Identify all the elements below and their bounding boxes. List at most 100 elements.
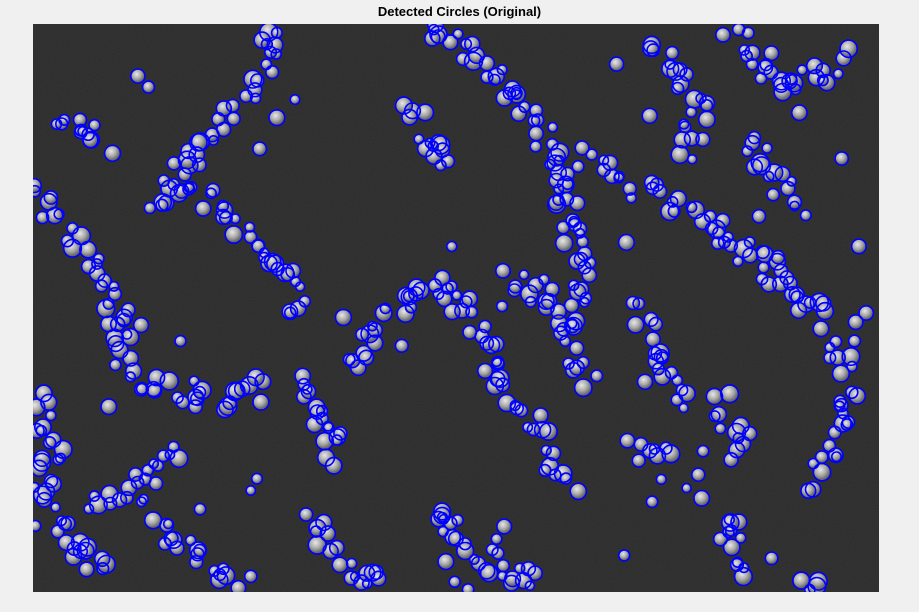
detected-circle xyxy=(35,210,50,225)
cell-blob xyxy=(833,366,849,382)
detected-circle xyxy=(724,524,738,537)
cell-blob xyxy=(333,558,347,572)
image-axes xyxy=(33,24,879,592)
cell-blob xyxy=(528,566,542,580)
detected-circle xyxy=(772,275,789,293)
cell-blob xyxy=(571,484,586,499)
cell-blob xyxy=(610,57,623,71)
detected-circle xyxy=(441,154,456,169)
detected-circle xyxy=(617,233,636,252)
detected-circle xyxy=(366,320,378,332)
detected-circle xyxy=(479,563,499,583)
cell-blob xyxy=(37,212,48,223)
cell-blob xyxy=(698,446,709,457)
cell-blob xyxy=(64,240,81,257)
detected-circle xyxy=(760,276,778,293)
detected-circle xyxy=(315,513,333,532)
detected-circle xyxy=(685,201,698,214)
cell-blob xyxy=(44,437,56,449)
cell-blob xyxy=(619,235,634,250)
cell-blob xyxy=(158,175,169,186)
cell-blob xyxy=(575,141,589,155)
detected-circle xyxy=(322,542,339,560)
detected-circle xyxy=(685,106,698,118)
cell-blob xyxy=(791,303,806,318)
detected-circle xyxy=(366,334,384,352)
detected-circle xyxy=(379,302,392,315)
detected-circle xyxy=(93,252,105,265)
detected-circle xyxy=(576,355,590,370)
detected-circle xyxy=(744,44,761,61)
detected-circle xyxy=(50,524,65,539)
cell-blob xyxy=(231,214,240,223)
detected-circle xyxy=(36,491,53,508)
cell-blob xyxy=(168,442,179,452)
detected-circle xyxy=(733,566,754,587)
detected-circle xyxy=(790,104,808,122)
detected-circle xyxy=(632,297,646,311)
cell-blob xyxy=(575,379,592,396)
detected-circle xyxy=(833,400,846,413)
cell-blob xyxy=(557,222,569,233)
cell-blob xyxy=(814,464,830,481)
detected-circle xyxy=(650,343,671,363)
detected-circle xyxy=(563,297,580,314)
detected-circle xyxy=(835,50,852,67)
detected-circle xyxy=(467,46,486,65)
cell-blob xyxy=(164,519,173,528)
detected-circle xyxy=(683,130,700,147)
cell-blob xyxy=(692,468,705,481)
detected-circle xyxy=(217,562,230,576)
detected-circle xyxy=(230,579,247,592)
cell-blob xyxy=(529,127,543,140)
detected-circle xyxy=(122,349,140,367)
detected-circle xyxy=(710,405,728,423)
detected-circle xyxy=(107,286,123,302)
detected-circle xyxy=(93,550,111,568)
detected-circle xyxy=(437,552,455,571)
detected-circle xyxy=(146,383,163,399)
detected-circle xyxy=(404,301,418,314)
detected-circle xyxy=(645,181,660,196)
detected-circle xyxy=(704,221,719,236)
detected-circle xyxy=(678,384,697,403)
cell-blob xyxy=(452,515,463,526)
detected-circle xyxy=(224,225,244,245)
cell-blob xyxy=(150,477,162,490)
detected-circle xyxy=(191,157,207,173)
cell-blob xyxy=(679,403,688,413)
detected-circle xyxy=(738,562,750,574)
cell-blob xyxy=(33,521,41,531)
cell-blob xyxy=(134,318,148,332)
cell-blob xyxy=(80,562,94,576)
detected-circle xyxy=(527,114,541,128)
cell-blob xyxy=(672,83,683,94)
detected-circle xyxy=(544,281,560,297)
detected-circle xyxy=(353,574,370,591)
detected-circle xyxy=(465,305,479,319)
detected-circle xyxy=(848,386,867,405)
detected-circle xyxy=(218,210,233,225)
cell-blob xyxy=(105,146,120,161)
detected-circle xyxy=(636,373,654,391)
detected-circle xyxy=(783,285,801,303)
detected-circle xyxy=(805,57,824,75)
cell-blob xyxy=(417,105,433,120)
cell-blob xyxy=(849,315,863,329)
cell-blob xyxy=(834,69,843,78)
detected-circle xyxy=(800,482,817,499)
detected-circle xyxy=(679,67,694,82)
detected-circle xyxy=(478,319,492,334)
detected-circle xyxy=(847,314,864,331)
detected-circle xyxy=(625,295,641,311)
detected-circle xyxy=(529,103,544,118)
cell-blob xyxy=(168,157,180,170)
detected-circle xyxy=(507,84,527,104)
detected-circle xyxy=(324,456,343,475)
detected-circle xyxy=(763,45,780,62)
detected-circle xyxy=(76,541,95,560)
cell-blob xyxy=(497,519,511,534)
detected-circle xyxy=(455,541,475,561)
detected-circle xyxy=(490,532,503,546)
detected-circle xyxy=(111,492,128,508)
